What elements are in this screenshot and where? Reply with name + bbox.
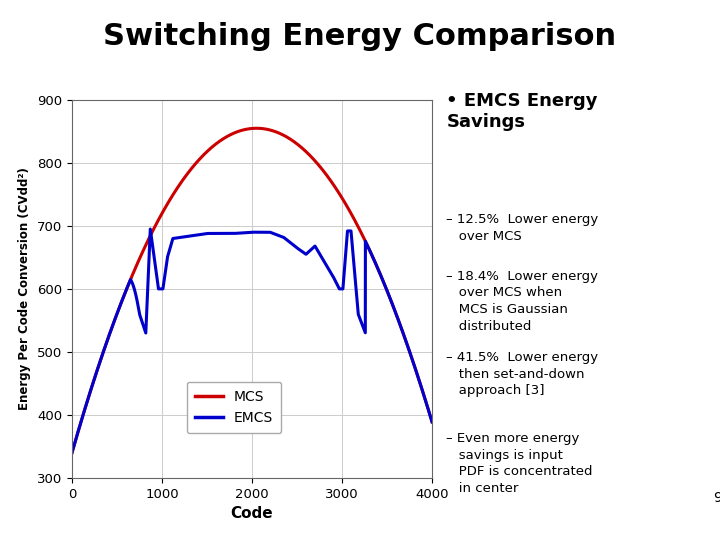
Text: 9: 9 (713, 491, 720, 505)
Text: – 12.5%  Lower energy
   over MCS: – 12.5% Lower energy over MCS (446, 213, 598, 243)
Text: – 41.5%  Lower energy
   then set-and-down
   approach [3]: – 41.5% Lower energy then set-and-down a… (446, 351, 598, 397)
Text: Switching Energy Comparison: Switching Energy Comparison (104, 22, 616, 51)
Text: • EMCS Energy
Savings: • EMCS Energy Savings (446, 92, 598, 131)
Legend: MCS, EMCS: MCS, EMCS (186, 382, 282, 433)
Y-axis label: Energy Per Code Conversion (CVdd²): Energy Per Code Conversion (CVdd²) (19, 167, 32, 410)
Text: – Even more energy
   savings is input
   PDF is concentrated
   in center: – Even more energy savings is input PDF … (446, 432, 593, 495)
X-axis label: Code: Code (230, 506, 274, 521)
Text: – 18.4%  Lower energy
   over MCS when
   MCS is Gaussian
   distributed: – 18.4% Lower energy over MCS when MCS i… (446, 270, 598, 333)
